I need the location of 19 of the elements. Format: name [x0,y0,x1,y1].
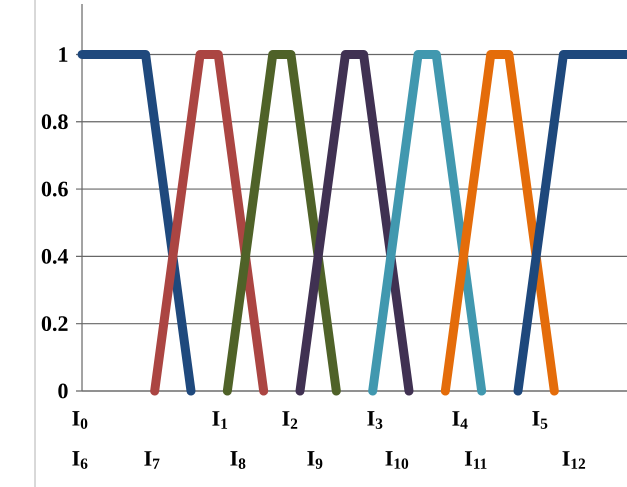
text: I$_{4}$ [452,411,468,429]
text: I$_{11}$ [464,451,487,469]
text: I$_{12}$ [562,451,586,469]
text: I$_{9}$ [307,451,322,469]
text: I$_{8}$ [230,451,246,469]
text: I$_{3}$ [367,411,382,429]
text: I$_{6}$ [72,451,88,469]
y-tick-label: 0.2 [42,316,68,332]
text: I$_{1}$ [212,411,228,429]
text: I$_{10}$ [386,451,408,469]
text: I$_{7}$ [144,451,160,469]
y-tick-label: 1 [59,47,68,62]
text: I$_{0}$ [72,411,88,429]
y-tick-label: 0.8 [42,114,68,130]
y-tick-label: 0 [58,384,68,398]
text: I$_{2}$ [282,411,298,429]
y-tick-label: 0.6 [42,182,68,197]
y-tick-label: 0.4 [42,248,68,264]
text: I$_{5}$ [532,411,548,429]
